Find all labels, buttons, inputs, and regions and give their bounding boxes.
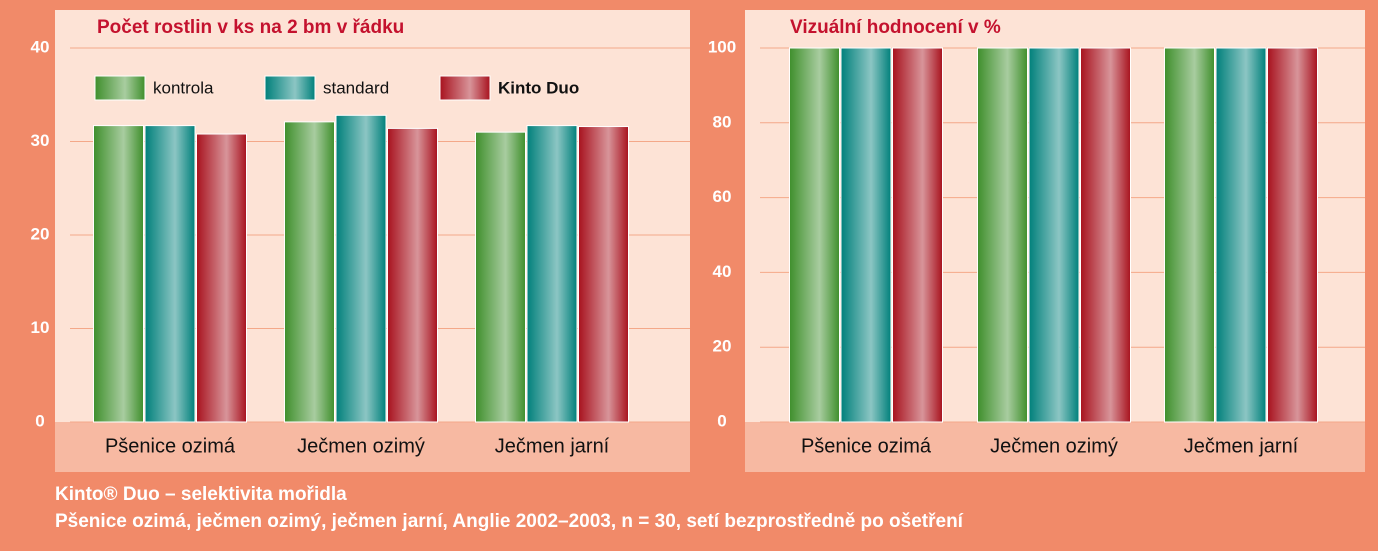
x-tick-label: Ječmen ozimý [297, 435, 425, 457]
legend-swatch-shine [265, 76, 315, 100]
bar-shine [1216, 48, 1266, 422]
bar-shine [196, 134, 247, 422]
x-tick-label: Ječmen jarní [1184, 435, 1299, 457]
bar-shine [1080, 48, 1131, 422]
category-band [745, 422, 1365, 472]
bar-shine [145, 125, 195, 422]
y-tick-label: 0 [717, 411, 726, 430]
bar-shine [1164, 48, 1215, 422]
bar-shine [93, 125, 144, 422]
chart-title: Vizuální hodnocení v % [790, 17, 1001, 38]
legend-swatch-shine [440, 76, 490, 100]
y-tick-label: 60 [713, 187, 732, 206]
y-tick-label: 20 [31, 224, 50, 243]
y-tick-label: 40 [31, 37, 50, 56]
x-tick-label: Ječmen ozimý [990, 435, 1118, 457]
bar-shine [789, 48, 840, 422]
x-tick-label: Pšenice ozimá [105, 435, 236, 457]
legend-label: standard [323, 78, 389, 97]
bar-shine [892, 48, 943, 422]
bar-shine [977, 48, 1028, 422]
category-band [55, 422, 690, 472]
x-tick-label: Pšenice ozimá [801, 435, 932, 457]
chart-title: Počet rostlin v ks na 2 bm v řádku [97, 17, 404, 38]
bar-shine [841, 48, 891, 422]
caption: Pšenice ozimá, ječmen ozimý, ječmen jarn… [55, 511, 964, 532]
bar-shine [1029, 48, 1079, 422]
bar-shine [336, 115, 386, 422]
y-tick-label: 10 [31, 318, 50, 337]
bar-shine [578, 126, 629, 422]
y-tick-label: 40 [713, 262, 732, 281]
y-tick-label: 80 [713, 112, 732, 131]
x-tick-label: Ječmen jarní [495, 435, 610, 457]
y-tick-label: 0 [35, 411, 44, 430]
bar-shine [475, 132, 526, 422]
legend-label: kontrola [153, 78, 214, 97]
bar-shine [387, 128, 438, 422]
legend-swatch-shine [95, 76, 145, 100]
bar-shine [1267, 48, 1318, 422]
y-tick-label: 100 [708, 37, 736, 56]
bar-shine [527, 125, 577, 422]
caption: Kinto® Duo – selektivita mořidla [55, 484, 347, 505]
legend-label: Kinto Duo [498, 78, 579, 97]
y-tick-label: 20 [713, 337, 732, 356]
y-tick-label: 30 [31, 131, 50, 150]
bar-shine [284, 121, 335, 423]
